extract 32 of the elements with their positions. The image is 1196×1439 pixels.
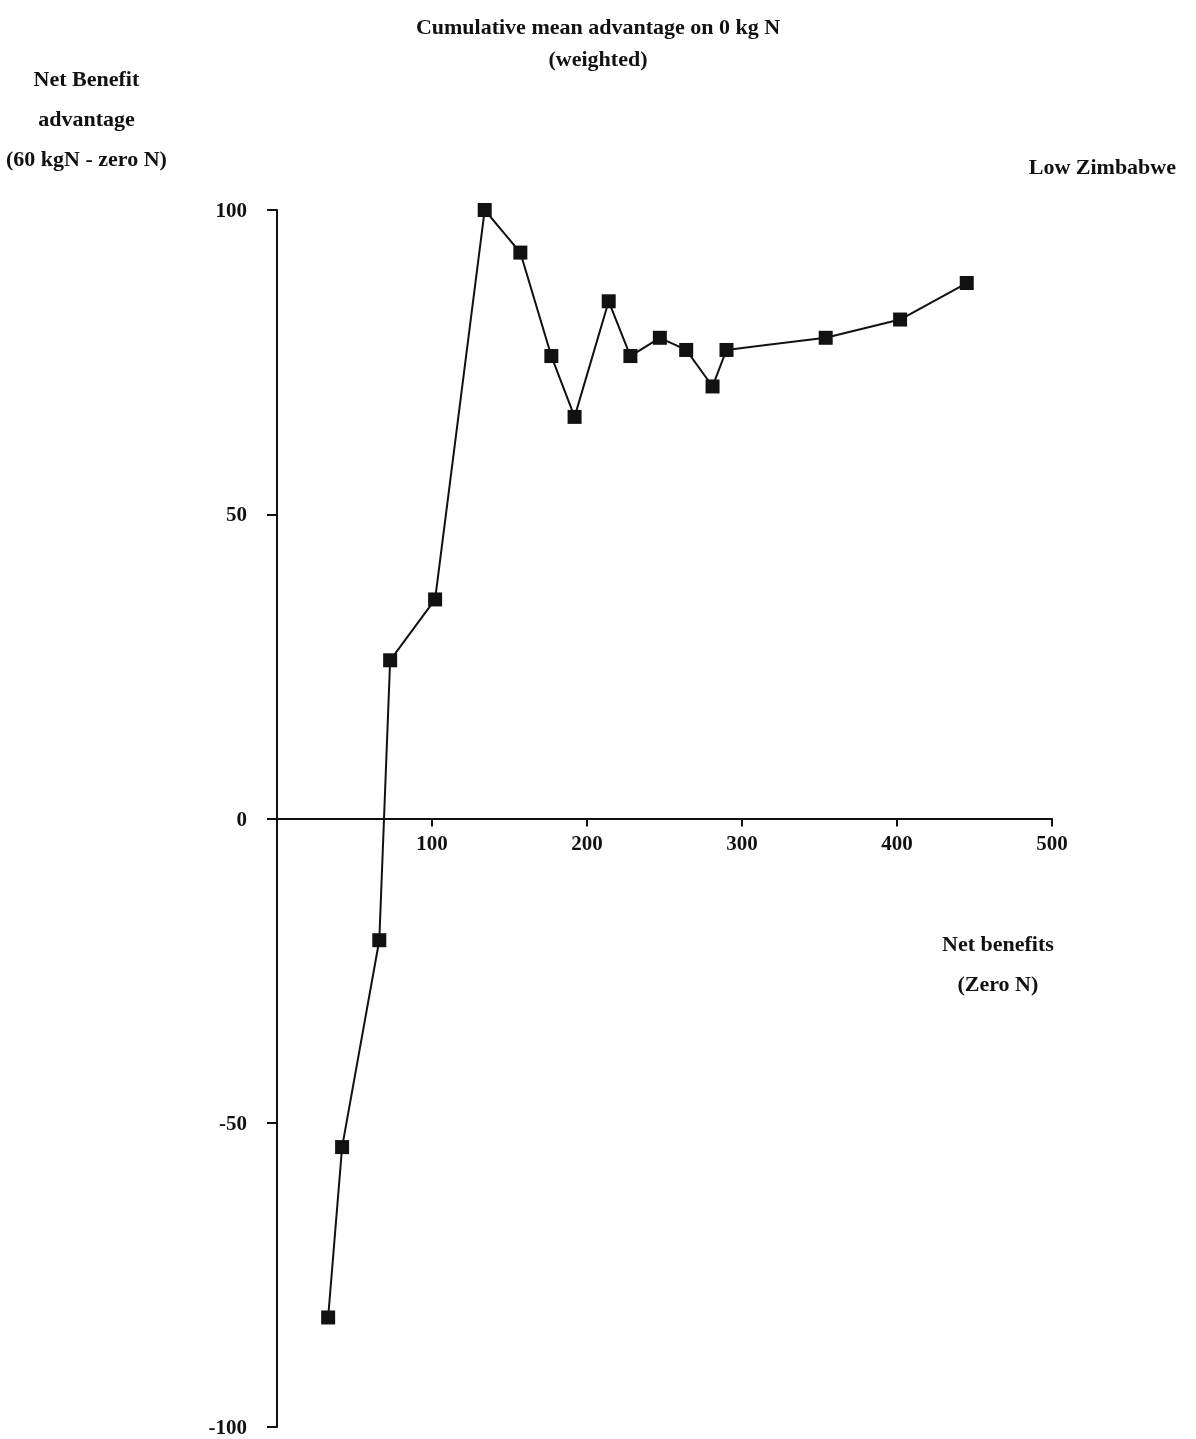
y-axis-title: Net Benefit advantage (60 kgN - zero N) xyxy=(6,65,167,171)
chart-title: Cumulative mean advantage on 0 kg N (weighted) xyxy=(415,13,781,71)
point xyxy=(335,1140,350,1155)
point xyxy=(705,379,720,394)
point xyxy=(623,349,638,364)
point xyxy=(383,653,398,668)
y-tick-label: 50 xyxy=(226,502,247,527)
point xyxy=(719,342,734,357)
x-tick-label: 300 xyxy=(726,831,758,855)
y-tick-label: 100 xyxy=(215,198,247,222)
y-tick-label: -50 xyxy=(219,1110,247,1135)
point xyxy=(959,276,974,291)
x-tick-label: 200 xyxy=(571,831,603,855)
point xyxy=(544,349,559,364)
point xyxy=(652,330,667,345)
y-tick-label: -100 xyxy=(208,1415,247,1439)
x-tick-label: 500 xyxy=(1036,831,1068,855)
point xyxy=(513,245,528,260)
x-tick-label: 100 xyxy=(416,831,448,855)
point xyxy=(818,330,833,345)
x-tick-label: 400 xyxy=(881,831,913,855)
y-tick-label: 0 xyxy=(236,806,247,831)
point xyxy=(428,592,443,607)
point xyxy=(477,203,492,217)
point xyxy=(372,933,387,948)
text: Low Zimbabwe xyxy=(1028,153,1177,179)
x-axis-title: Net benefits (Zero N) xyxy=(942,930,1055,996)
point xyxy=(893,312,908,327)
point xyxy=(601,294,616,309)
point xyxy=(321,1310,336,1325)
point xyxy=(567,409,582,424)
point xyxy=(679,342,694,357)
